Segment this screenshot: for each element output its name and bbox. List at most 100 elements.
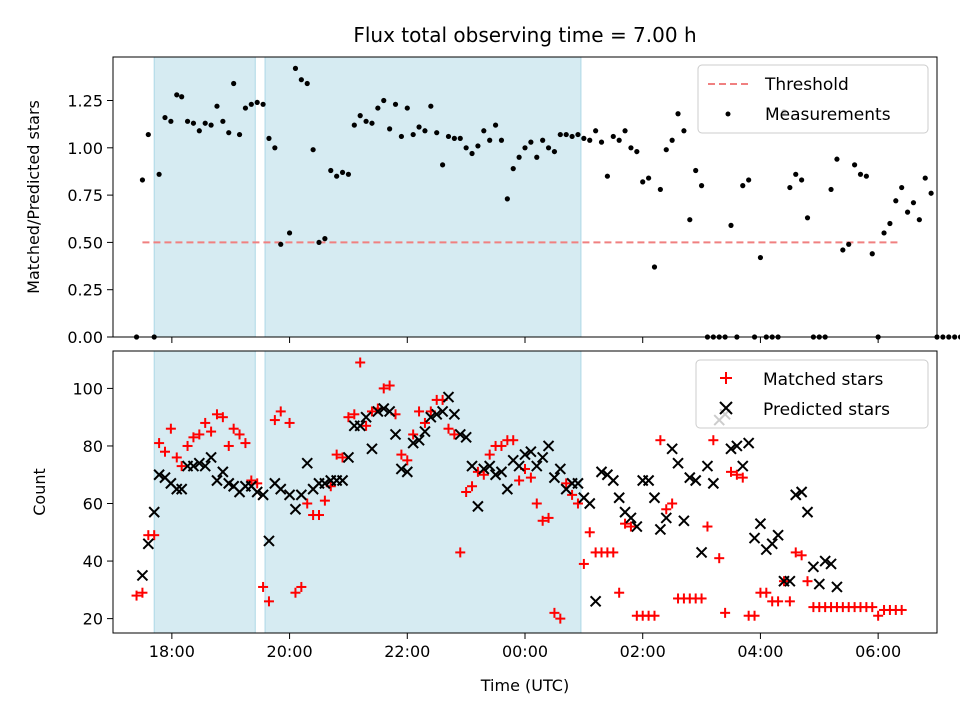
measurement-point — [498, 137, 505, 143]
matched-star-marker — [149, 530, 160, 541]
predicted-star-marker — [478, 463, 490, 475]
predicted-star-marker — [187, 460, 200, 472]
measurement-point — [904, 209, 911, 215]
predicted-star-marker — [354, 420, 366, 432]
predicted-star-marker — [772, 529, 784, 541]
measurement-point — [916, 217, 922, 223]
measurement-point — [339, 169, 346, 176]
matched-star-marker — [171, 452, 182, 463]
measurement-point — [145, 131, 151, 138]
measurement-point — [534, 154, 540, 160]
measurement-point — [504, 196, 510, 202]
matched-star-marker — [355, 357, 366, 368]
predicted-star-marker — [748, 532, 761, 544]
measurement-point — [563, 131, 569, 138]
legend-predicted-label: Predicted stars — [763, 400, 890, 420]
measurement-point — [369, 120, 375, 126]
matched-star-marker — [620, 518, 631, 529]
predicted-star-marker — [199, 460, 211, 472]
measurement-point — [334, 173, 340, 179]
measurement-point — [220, 118, 226, 124]
predicted-star-marker — [801, 506, 814, 518]
top-shaded-intervals — [153, 56, 582, 338]
measurement-point — [510, 166, 516, 172]
y-tick-label: 100 — [72, 379, 103, 398]
measurement-point — [869, 251, 875, 257]
predicted-star-marker — [766, 538, 778, 550]
measurement-point — [740, 183, 746, 189]
bottom-x-ticks: 18:00 20:00 22:00 00:00 02:00 04:00 06:00 — [149, 633, 901, 661]
measurement-point — [675, 111, 681, 117]
predicted-star-marker — [536, 451, 549, 464]
measurement-point — [628, 145, 634, 151]
predicted-star-marker — [454, 428, 466, 441]
predicted-star-marker — [136, 569, 149, 582]
predicted-star-marker — [319, 477, 331, 490]
measurement-point — [236, 131, 243, 138]
predicted-star-marker — [489, 469, 502, 481]
matched-star-marker — [188, 432, 199, 443]
measurement-point — [381, 97, 387, 104]
matched-star-marker — [896, 604, 907, 615]
measurement-point — [651, 264, 658, 270]
legend-measurements-swatch — [725, 111, 731, 117]
measurement-point — [899, 184, 905, 191]
predicted-star-marker — [548, 471, 561, 484]
matched-star-marker — [514, 475, 525, 486]
bottom-xlabel: Time (UTC) — [480, 676, 569, 695]
matched-star-marker — [867, 602, 878, 613]
y-tick-label: 0.25 — [67, 281, 103, 300]
measurement-point — [940, 334, 946, 340]
matched-star-marker — [378, 383, 389, 394]
matched-star-marker — [449, 429, 460, 440]
predicted-star-marker — [695, 546, 708, 559]
bottom-shaded-intervals — [153, 350, 582, 634]
measurement-point — [799, 177, 805, 183]
predicted-star-marker — [513, 460, 525, 472]
measurement-point — [728, 222, 734, 228]
matched-star-marker — [296, 581, 307, 592]
predicted-star-marker — [607, 474, 619, 487]
measurement-point — [492, 122, 499, 128]
measurement-point — [887, 220, 893, 227]
bottom-legend: Matched stars Predicted stars — [695, 359, 929, 429]
measurement-point — [946, 334, 952, 340]
predicted-star-marker — [689, 474, 702, 487]
y-tick-label: 80 — [83, 437, 103, 456]
measurement-point — [184, 118, 191, 124]
measurement-point — [202, 120, 208, 126]
predicted-star-marker — [613, 492, 625, 504]
predicted-star-marker — [283, 489, 296, 501]
matched-star-marker — [561, 478, 572, 489]
predicted-star-marker — [666, 443, 678, 455]
measurement-point — [575, 131, 581, 138]
x-tick-label: 06:00 — [855, 642, 901, 661]
measurement-point — [375, 105, 381, 111]
predicted-star-marker — [542, 440, 555, 452]
predicted-star-marker — [148, 506, 160, 518]
predicted-star-marker — [263, 535, 275, 547]
measurement-point — [852, 162, 858, 168]
x-tick-label: 22:00 — [384, 642, 430, 661]
matched-star-marker — [749, 610, 760, 621]
predicted-star-marker — [460, 431, 472, 444]
measurement-point — [363, 118, 369, 124]
predicted-star-marker — [742, 437, 755, 449]
matched-star-marker — [302, 498, 313, 509]
top-title: Flux total observing time = 7.00 h — [353, 23, 696, 47]
y-tick-label: 60 — [83, 495, 103, 514]
matched-star-marker — [455, 547, 466, 558]
measurement-point — [440, 162, 446, 168]
matched-star-marker — [784, 596, 795, 607]
shaded-interval-2 — [264, 56, 582, 338]
matched-star-marker — [802, 576, 813, 587]
predicted-star-markers — [136, 391, 843, 608]
matched-star-marker — [478, 469, 489, 480]
measurement-point — [174, 92, 180, 98]
predicted-star-marker — [819, 555, 831, 567]
measurement-point — [587, 137, 593, 143]
measurement-point — [434, 130, 440, 136]
measurement-point — [392, 101, 399, 107]
matched-star-marker — [496, 440, 507, 451]
